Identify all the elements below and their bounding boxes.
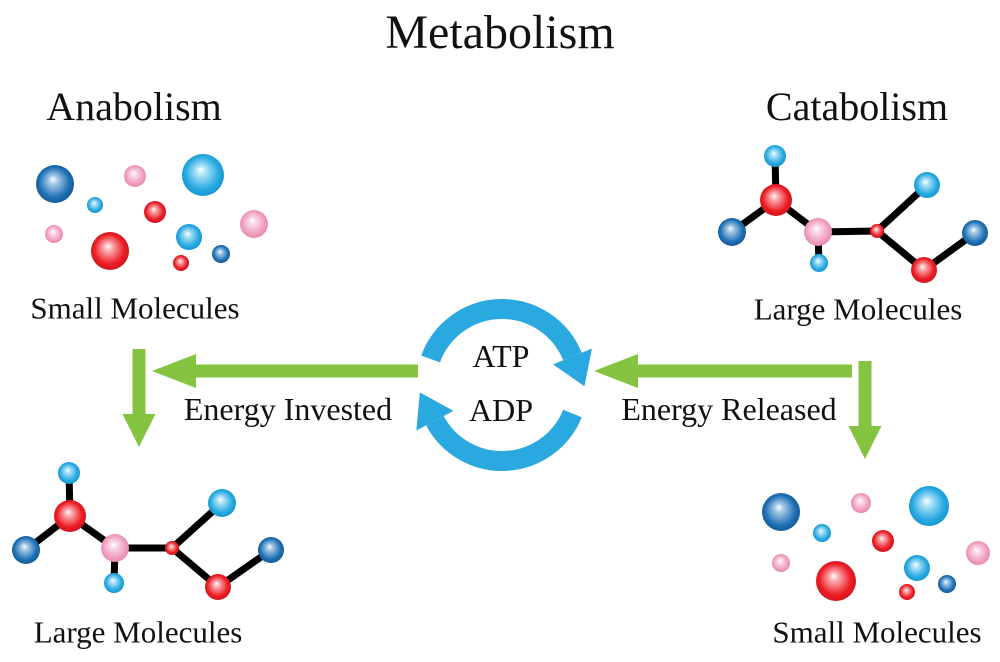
molecule-sphere-red [205,574,231,600]
atp-label: ATP [472,338,530,374]
energy-invested-label: Energy Invested [183,391,393,427]
molecule-sphere-red [816,561,856,601]
molecule-sphere-blue [962,220,988,246]
molecule-sphere-cyan [87,197,103,213]
molecule-sphere-red [870,224,884,238]
atp-adp-cycle [416,299,592,471]
molecule-sphere-pink [772,554,790,572]
molecule-sphere-blue [12,536,40,564]
cycle-arrowhead [416,392,454,431]
molecule-sphere-red [54,500,86,532]
catabolism-large-molecules [718,145,988,283]
molecule-sphere-cyan [208,489,236,517]
molecule-sphere-cyan [810,254,828,272]
molecule-sphere-blue [258,537,284,563]
adp-label: ADP [468,392,534,428]
anabolism-large-molecules [12,462,284,600]
large-molecules-label-top-right: Large Molecules [753,291,963,327]
molecule-sphere-cyan [813,524,831,542]
cycle-arc [426,409,582,471]
molecule-sphere-red [760,184,792,216]
catabolism-down-arrow [848,361,882,459]
anabolism-heading: Anabolism [46,84,222,129]
molecule-sphere-pink [966,541,990,565]
catabolism-heading: Catabolism [765,84,949,129]
molecule-sphere-red [165,541,179,555]
molecule-sphere-cyan [914,172,940,198]
catabolism-small-molecules [762,486,990,601]
small-molecules-label-top-left: Small Molecules [30,290,240,326]
molecule-sphere-cyan [909,486,949,526]
molecule-sphere-cyan [176,224,202,250]
atp-to-anabolism-arrow [152,354,418,388]
small-molecules-label-bottom-right: Small Molecules [772,614,982,650]
molecule-sphere-red [173,255,189,271]
molecule-sphere-blue [36,165,74,203]
molecule-sphere-pink [101,534,129,562]
anabolism-small-molecules [36,154,268,271]
molecule-sphere-blue [718,218,746,246]
page-title: Metabolism [385,6,615,59]
cycle-arrowhead [552,348,592,387]
catabolism-to-atp-arrow [594,354,852,388]
molecule-sphere-pink [240,210,268,238]
energy-released-label: Energy Released [621,391,837,427]
molecule-sphere-red [872,530,894,552]
cycle-arc [421,299,582,363]
molecule-sphere-red [899,584,915,600]
molecule-sphere-pink [124,165,146,187]
molecule-sphere-blue [938,575,956,593]
molecule-sphere-blue [212,245,230,263]
molecule-sphere-pink [851,493,871,513]
molecule-sphere-red [91,232,129,270]
molecule-sphere-cyan [764,145,786,167]
molecule-sphere-red [144,201,166,223]
molecule-sphere-red [911,257,937,283]
molecule-sphere-pink [45,225,63,243]
molecule-sphere-pink [804,218,832,246]
large-molecules-label-bottom-left: Large Molecules [33,614,243,650]
molecule-sphere-cyan [182,154,224,196]
molecule-sphere-cyan [904,555,930,581]
molecule-sphere-cyan [104,573,124,593]
molecule-sphere-blue [762,493,800,531]
molecule-sphere-cyan [58,462,80,484]
anabolism-down-arrow [122,349,156,447]
